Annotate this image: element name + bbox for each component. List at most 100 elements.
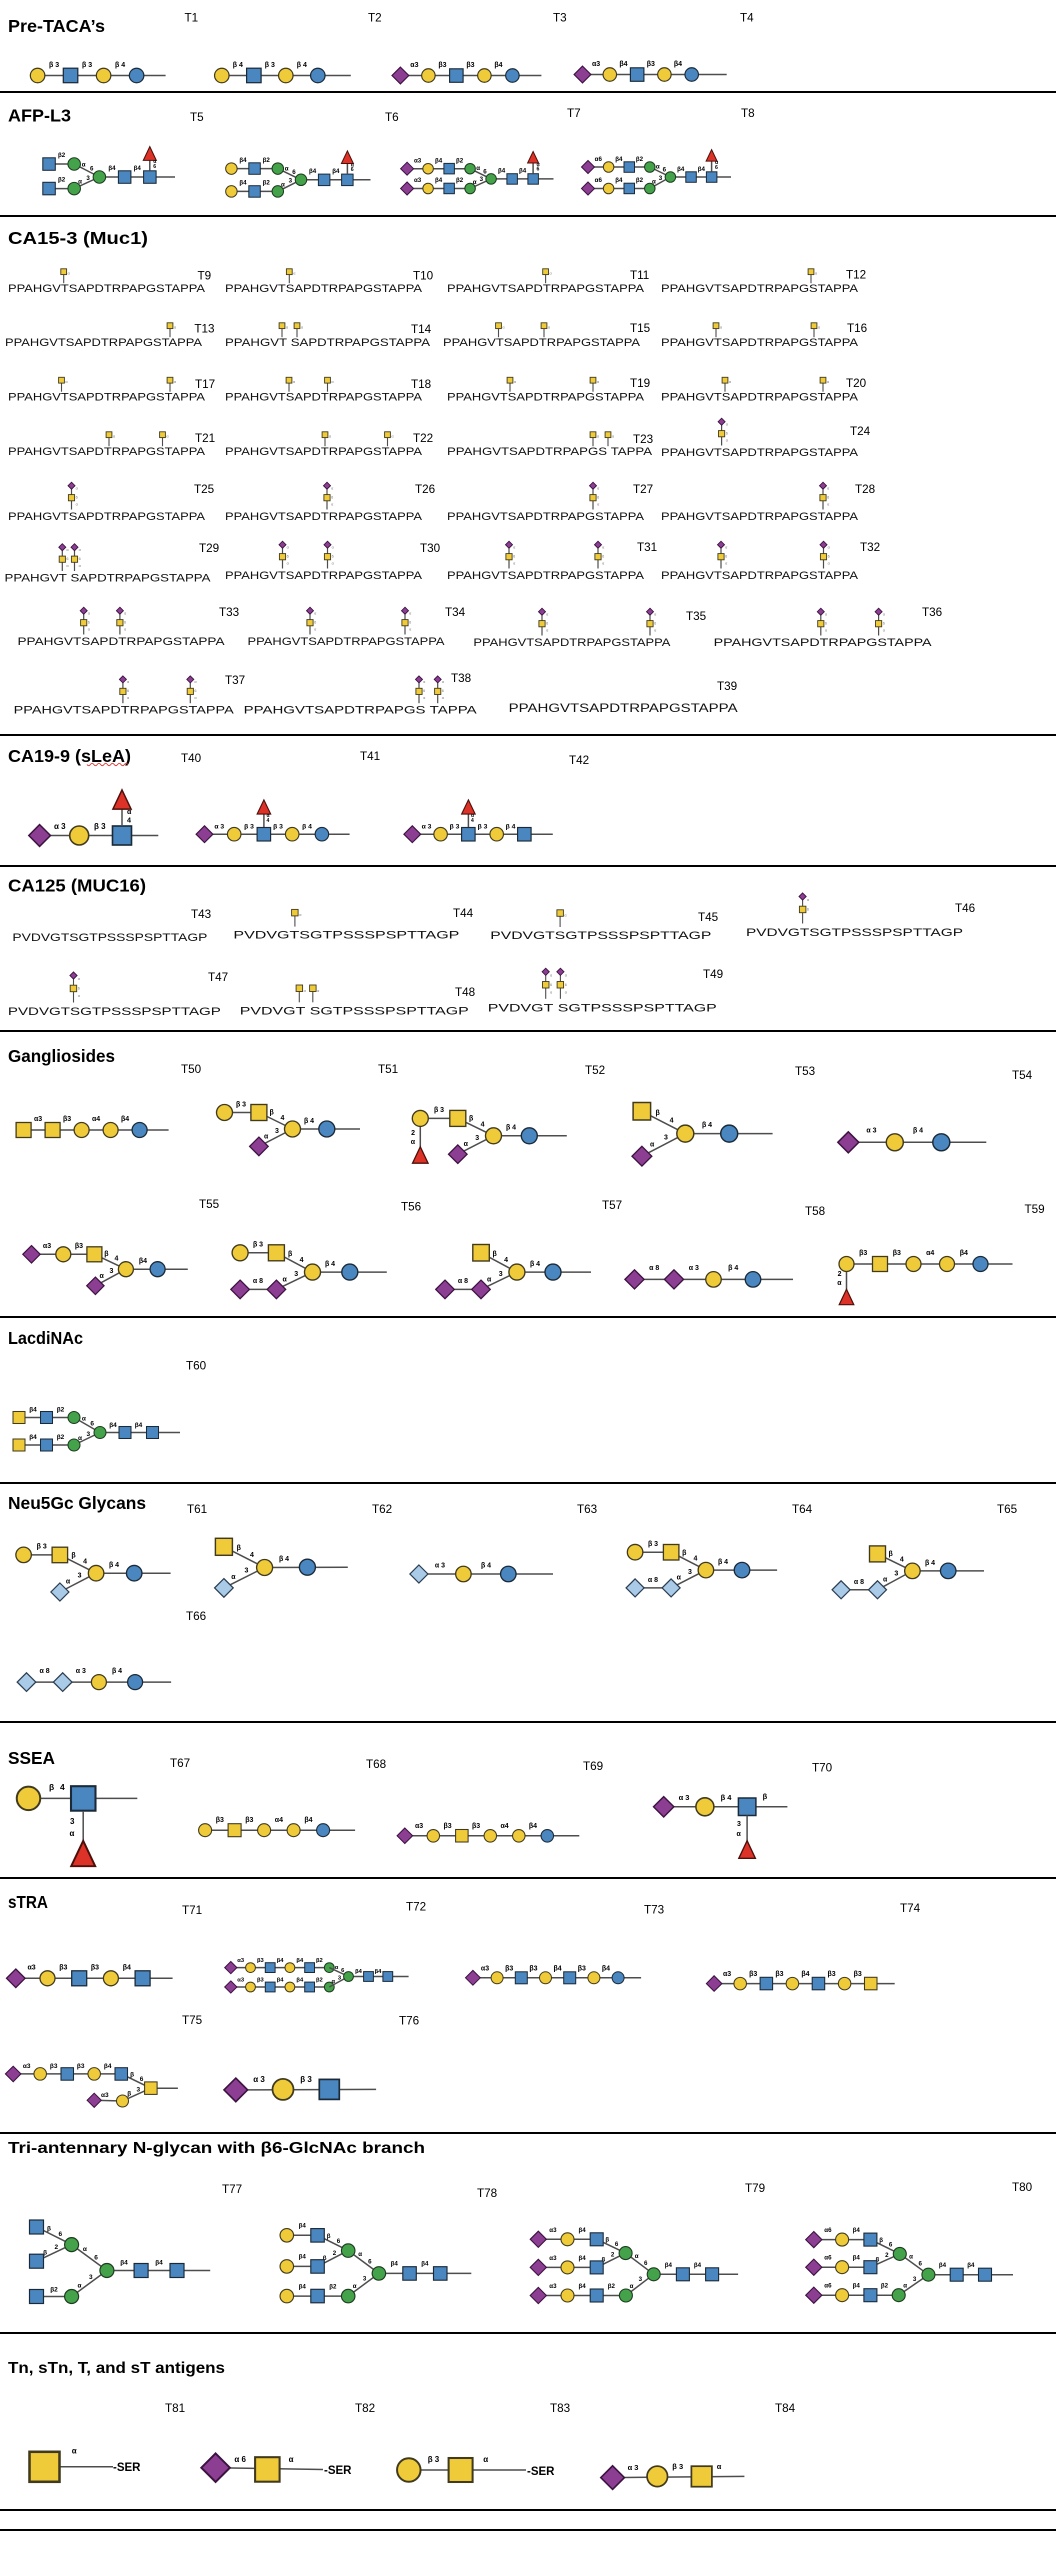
svg-text:α: α bbox=[729, 380, 732, 384]
svg-text:6: 6 bbox=[351, 167, 354, 173]
svg-text:PPAHGVTSAPDTRPAPGSTAPPA: PPAHGVTSAPDTRPAPGSTAPPA bbox=[714, 637, 933, 649]
svg-text:α: α bbox=[78, 977, 81, 981]
svg-text:β4: β4 bbox=[967, 2262, 975, 2269]
svg-text:α: α bbox=[353, 2283, 357, 2290]
svg-text:β: β bbox=[763, 1792, 768, 1801]
svg-text:α: α bbox=[630, 2283, 634, 2290]
svg-text:β3: β3 bbox=[505, 1965, 513, 1972]
svg-text:T34: T34 bbox=[445, 606, 466, 619]
svg-text:T62: T62 bbox=[372, 1503, 392, 1516]
svg-text:α 6: α 6 bbox=[234, 2455, 246, 2464]
svg-text:α3: α3 bbox=[549, 2283, 557, 2290]
svg-text:T63: T63 bbox=[577, 1503, 597, 1516]
svg-text:6: 6 bbox=[287, 555, 289, 559]
svg-text:6: 6 bbox=[194, 689, 196, 693]
svg-text:α: α bbox=[409, 628, 412, 632]
svg-text:α: α bbox=[358, 2251, 362, 2258]
svg-text:α3: α3 bbox=[410, 62, 418, 69]
svg-text:α: α bbox=[909, 2254, 913, 2261]
svg-text:β: β bbox=[127, 2091, 131, 2098]
svg-text:α3: α3 bbox=[592, 61, 600, 68]
svg-text:β4: β4 bbox=[135, 1422, 143, 1429]
svg-text:T43: T43 bbox=[191, 908, 211, 921]
svg-text:4: 4 bbox=[693, 1556, 697, 1563]
svg-text:β: β bbox=[888, 1551, 893, 1558]
svg-text:β3: β3 bbox=[257, 1958, 265, 1964]
svg-text:3: 3 bbox=[78, 1573, 82, 1580]
svg-text:T57: T57 bbox=[602, 1199, 622, 1212]
svg-text:α: α bbox=[815, 272, 818, 276]
svg-text:α: α bbox=[194, 696, 197, 700]
svg-text:T7: T7 bbox=[567, 107, 581, 120]
svg-text:β: β bbox=[237, 1545, 242, 1552]
svg-text:β2: β2 bbox=[456, 157, 464, 164]
svg-text:α 3: α 3 bbox=[214, 824, 224, 831]
svg-text:β3: β3 bbox=[472, 1823, 480, 1830]
svg-text:α: α bbox=[293, 380, 296, 384]
svg-text:3: 3 bbox=[363, 2276, 367, 2283]
svg-text:β3: β3 bbox=[75, 1243, 83, 1250]
svg-text:α: α bbox=[502, 326, 505, 330]
svg-text:β 4: β 4 bbox=[506, 1125, 516, 1132]
svg-text:α: α bbox=[725, 562, 728, 566]
svg-text:Gangliosides: Gangliosides bbox=[8, 1046, 115, 1066]
svg-text:6: 6 bbox=[715, 165, 718, 171]
svg-text:6: 6 bbox=[140, 2076, 144, 2083]
svg-text:2: 2 bbox=[54, 2244, 58, 2251]
svg-text:β 3: β 3 bbox=[37, 1544, 47, 1551]
svg-text:6: 6 bbox=[537, 167, 540, 173]
svg-text:β4: β4 bbox=[134, 165, 142, 172]
svg-text:β 4: β 4 bbox=[302, 824, 312, 831]
svg-text:T23: T23 bbox=[633, 433, 653, 446]
svg-text:6: 6 bbox=[127, 689, 129, 693]
svg-text:β3: β3 bbox=[466, 62, 474, 69]
svg-text:β3: β3 bbox=[77, 2063, 85, 2070]
svg-text:β3: β3 bbox=[59, 1964, 67, 1971]
svg-text:α 3: α 3 bbox=[628, 2463, 639, 2472]
svg-text:β4: β4 bbox=[296, 1958, 304, 1964]
svg-text:PPAHGVTSAPDTRPAPGS TAPPA: PPAHGVTSAPDTRPAPGS TAPPA bbox=[244, 705, 478, 717]
svg-text:β2: β2 bbox=[57, 1407, 65, 1414]
svg-text:α4: α4 bbox=[926, 1250, 934, 1257]
svg-text:α3: α3 bbox=[549, 2227, 557, 2234]
svg-text:T17: T17 bbox=[195, 378, 215, 391]
svg-text:β 3: β 3 bbox=[236, 1102, 246, 1109]
svg-text:PPAHGVTSAPDTRPAPGSTAPPA: PPAHGVTSAPDTRPAPGSTAPPA bbox=[225, 511, 423, 523]
svg-text:β3: β3 bbox=[50, 2063, 58, 2070]
svg-text:α 8: α 8 bbox=[458, 1278, 468, 1285]
svg-text:CA125 (MUC16): CA125 (MUC16) bbox=[8, 876, 146, 896]
svg-text:α4: α4 bbox=[92, 1116, 100, 1123]
svg-text:6: 6 bbox=[654, 622, 656, 626]
svg-text:β: β bbox=[469, 1116, 474, 1123]
svg-text:β4: β4 bbox=[801, 1971, 809, 1978]
svg-text:α: α bbox=[331, 380, 334, 384]
svg-text:α: α bbox=[602, 546, 605, 550]
svg-text:α: α bbox=[317, 989, 320, 993]
svg-text:T33: T33 bbox=[219, 606, 239, 619]
svg-text:α: α bbox=[299, 913, 302, 917]
svg-text:T42: T42 bbox=[569, 754, 589, 767]
svg-text:α: α bbox=[883, 613, 886, 617]
svg-text:4: 4 bbox=[83, 1558, 87, 1565]
svg-text:PVDVGTSGTPSSSPSPTTAGP: PVDVGTSGTPSSSPSPTTAGP bbox=[8, 1006, 221, 1018]
svg-text:α: α bbox=[127, 696, 130, 700]
svg-text:2: 2 bbox=[885, 2252, 889, 2259]
svg-text:T20: T20 bbox=[846, 377, 867, 390]
svg-text:Tn, sTn, T, and sT antigens: Tn, sTn, T, and sT antigens bbox=[8, 2360, 225, 2377]
svg-text:β 3: β 3 bbox=[94, 822, 106, 831]
svg-text:β4: β4 bbox=[435, 177, 443, 184]
svg-text:α: α bbox=[883, 629, 886, 633]
svg-text:β4: β4 bbox=[121, 1116, 129, 1123]
svg-text:3: 3 bbox=[659, 175, 663, 182]
svg-text:6: 6 bbox=[90, 1421, 94, 1428]
svg-text:3: 3 bbox=[294, 1271, 298, 1278]
svg-text:α: α bbox=[113, 435, 116, 439]
svg-text:2: 2 bbox=[838, 1271, 842, 1278]
svg-text:Tri-antennary N-glycan with β6: Tri-antennary N-glycan with β6-GlcNAc br… bbox=[8, 2140, 425, 2157]
svg-text:α: α bbox=[717, 2462, 722, 2471]
svg-text:α: α bbox=[837, 1280, 842, 1287]
svg-text:4: 4 bbox=[504, 1257, 508, 1264]
svg-text:β 4: β 4 bbox=[325, 1261, 335, 1268]
svg-text:T3: T3 bbox=[553, 12, 567, 25]
svg-text:PPAHGVTSAPDTRPAPGSTAPPA: PPAHGVTSAPDTRPAPGSTAPPA bbox=[447, 283, 645, 295]
